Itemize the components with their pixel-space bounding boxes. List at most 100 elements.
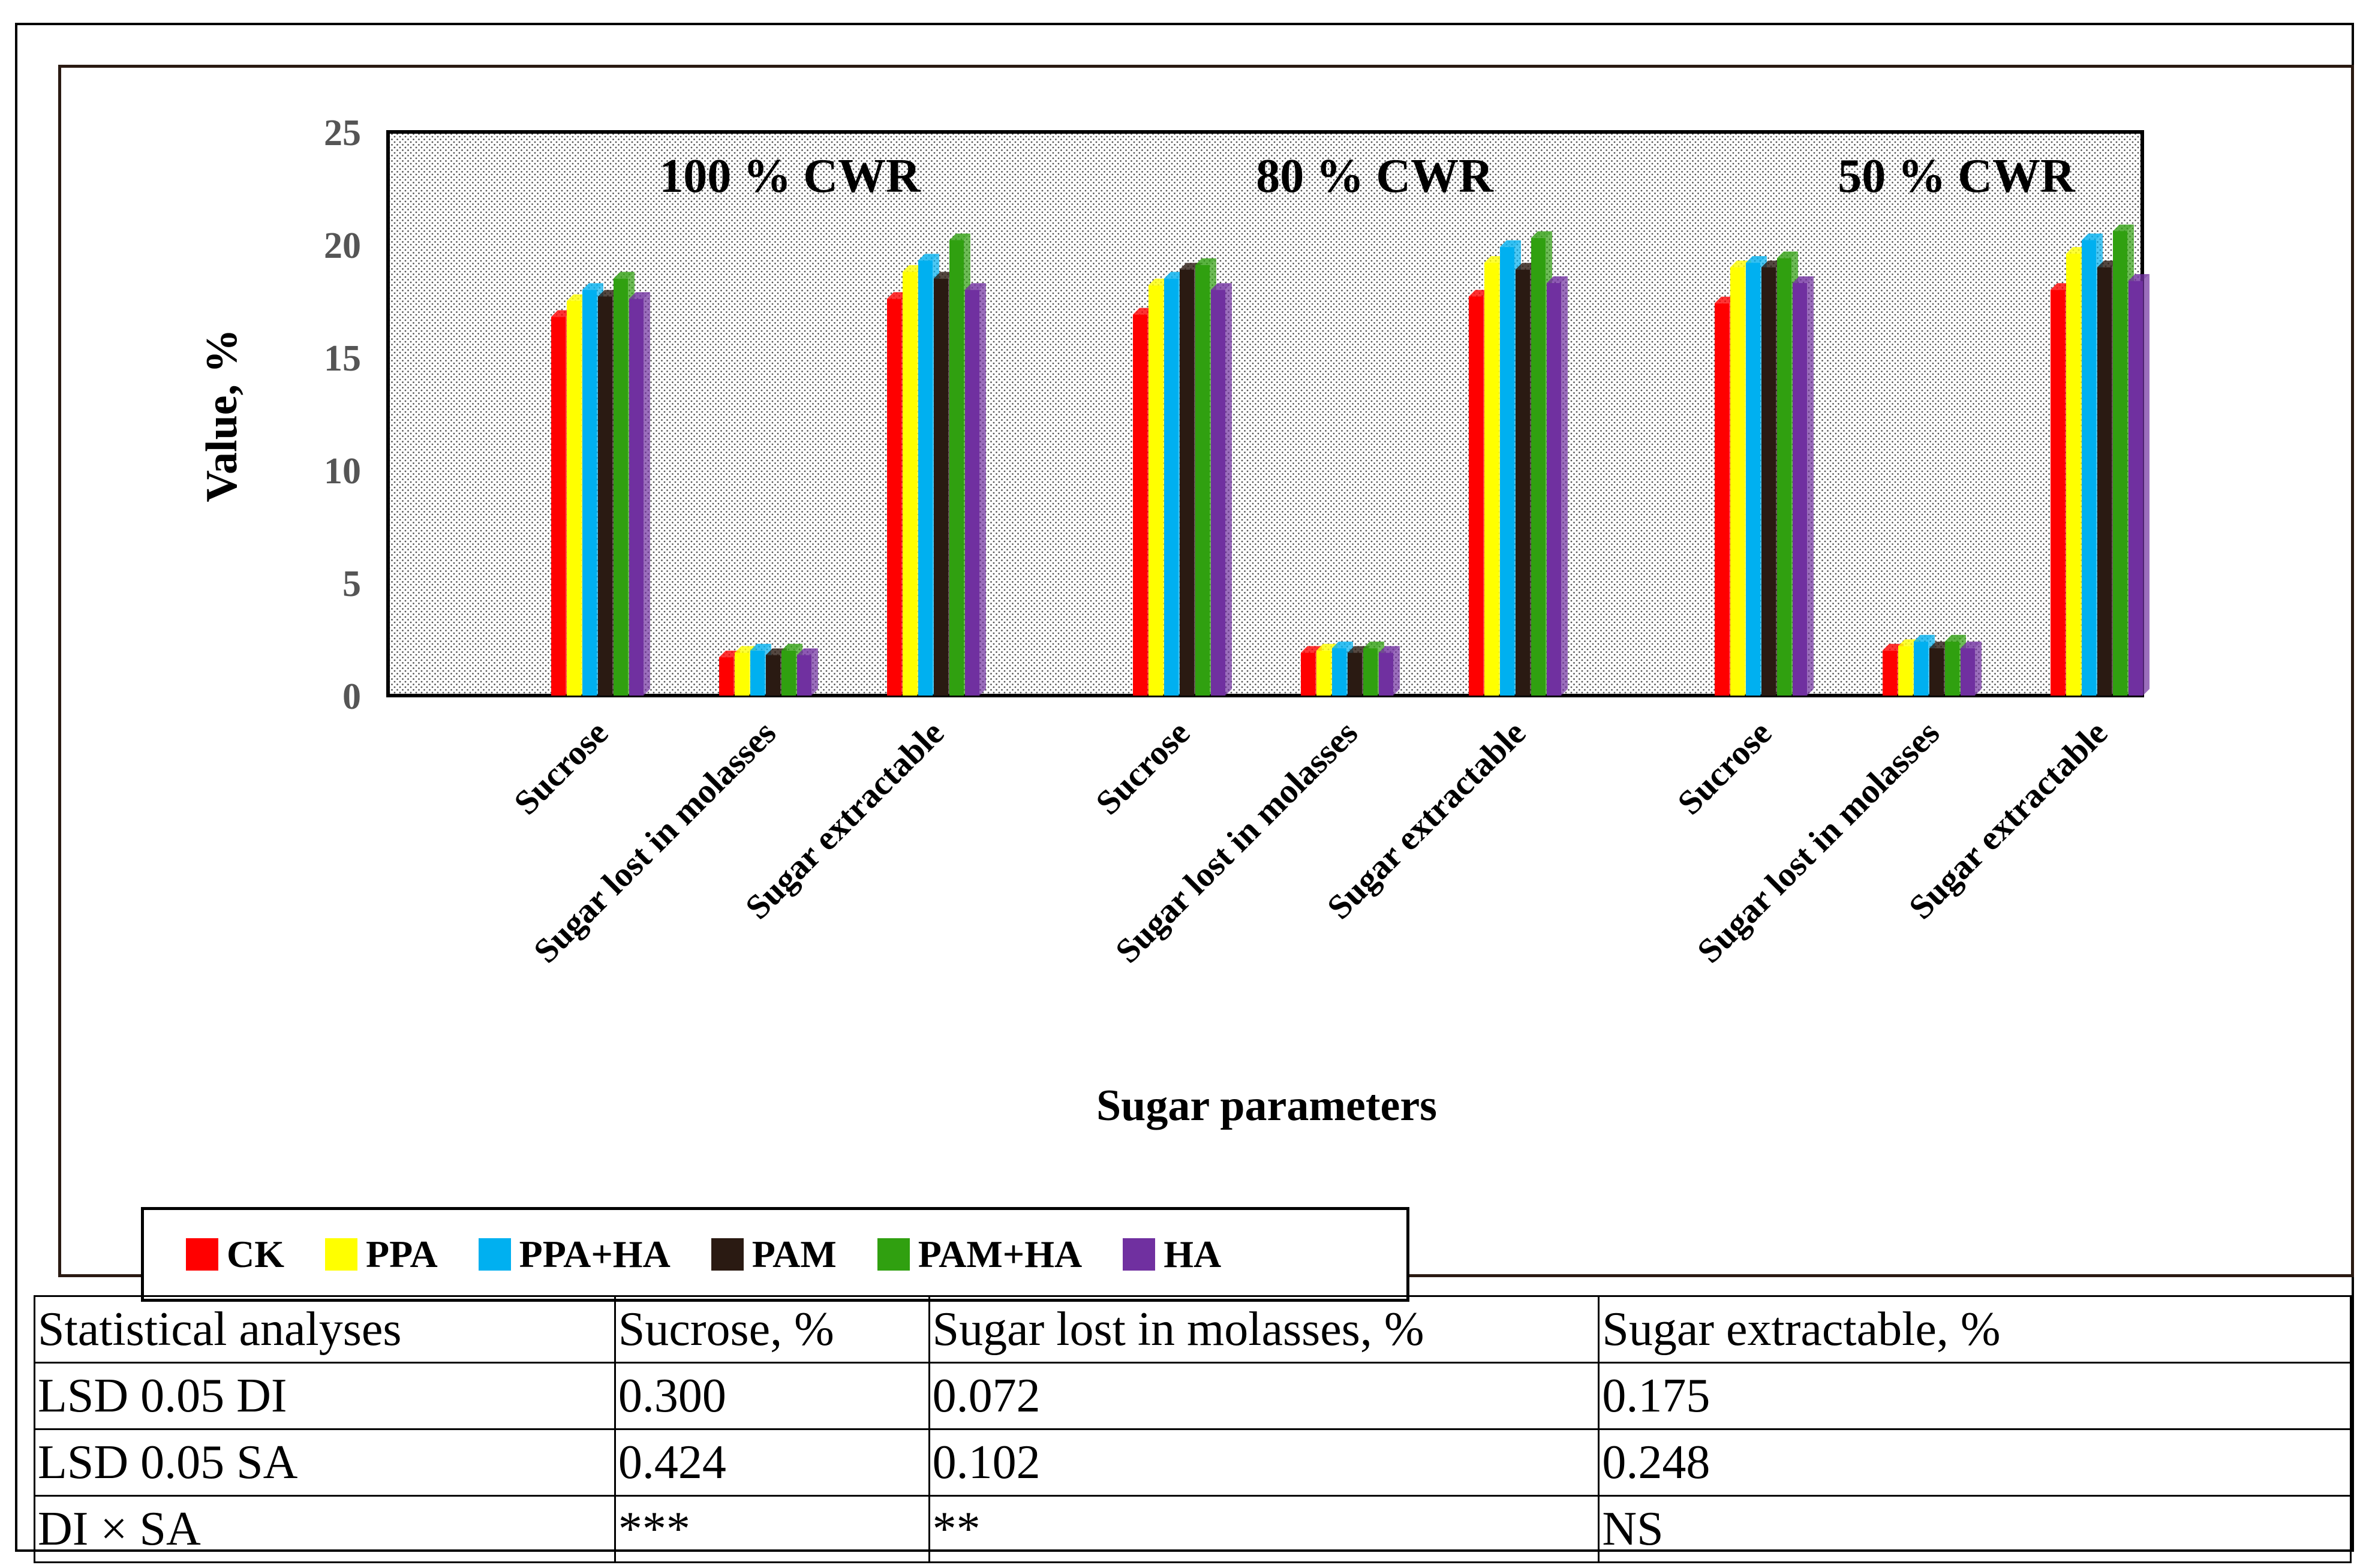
bar-top	[1914, 634, 1935, 642]
bar	[1898, 646, 1913, 696]
legend-label: PPA+HA	[519, 1233, 671, 1275]
bar	[1379, 652, 1393, 696]
bar	[1195, 264, 1210, 696]
bar	[551, 317, 566, 696]
bar	[1883, 650, 1897, 696]
bar	[949, 240, 964, 696]
bar-top	[629, 292, 650, 299]
bar	[614, 278, 628, 696]
bar-top	[949, 233, 970, 240]
header-cell: Sugar lost in molasses, %	[928, 1295, 1600, 1364]
table-cell: 0.248	[1598, 1428, 2352, 1497]
bar	[629, 299, 644, 696]
y-tick-label: 25	[324, 113, 361, 154]
bar	[1316, 650, 1331, 696]
legend-item: PAM+HA	[877, 1235, 1082, 1274]
x-axis-label: Sugar parameters	[1096, 1081, 1437, 1130]
bar-top	[965, 283, 986, 290]
bar	[903, 272, 917, 696]
bar	[2129, 281, 2143, 696]
bar-top	[1195, 258, 1216, 265]
bar	[766, 655, 780, 696]
legend-label: PAM	[751, 1233, 837, 1275]
bar	[1961, 648, 1975, 696]
header-cell: Sugar extractable, %	[1598, 1295, 2352, 1364]
plot-area	[386, 130, 2144, 697]
bar	[934, 278, 948, 696]
bar	[1149, 285, 1163, 696]
bar-side	[1807, 276, 1814, 696]
bar-side	[1393, 646, 1400, 696]
bar	[582, 290, 597, 696]
y-tick-label: 5	[342, 564, 361, 604]
bar-side	[811, 648, 818, 696]
legend-swatch	[877, 1238, 910, 1271]
bar	[735, 652, 749, 696]
bar	[1746, 263, 1760, 696]
header-cell: Sucrose, %	[614, 1295, 930, 1364]
bar-top	[1746, 256, 1767, 263]
bar-top	[750, 643, 771, 651]
bar	[1516, 269, 1530, 696]
bar	[1945, 641, 1959, 696]
table-row: DI × SA *** ** NS	[34, 1495, 2352, 1563]
bar	[1469, 296, 1483, 696]
bar	[1777, 258, 1791, 696]
legend-item: HA	[1123, 1235, 1221, 1274]
group-label: 50 % CWR	[1838, 150, 2076, 203]
bar	[1914, 641, 1928, 696]
table-cell: 0.424	[614, 1428, 930, 1497]
bar-top	[1945, 634, 1966, 642]
legend: CK PPA PPA+HA PAM PAM+HA HA	[141, 1207, 1409, 1302]
bar-side	[1975, 642, 1982, 696]
bar	[1332, 648, 1346, 696]
bar-top	[1547, 276, 1568, 283]
bar	[781, 650, 796, 696]
bar-top	[1961, 642, 1982, 649]
table-header-row: Statistical analyses Sucrose, % Sugar lo…	[34, 1295, 2352, 1364]
y-axis-label: Value, %	[197, 329, 246, 502]
legend-swatch	[325, 1238, 357, 1271]
y-tick-label: 10	[324, 451, 361, 492]
bar-side	[2143, 274, 2149, 696]
bar	[2113, 231, 2127, 696]
table-cell: 0.175	[1598, 1362, 2352, 1430]
category-tick-label: Sucrose	[1670, 713, 1779, 822]
table-cell: LSD 0.05 DI	[34, 1362, 616, 1430]
bar-top	[2129, 274, 2149, 281]
bar	[567, 301, 581, 696]
legend-swatch	[711, 1238, 744, 1271]
bar	[1211, 290, 1225, 696]
y-tick-label: 0	[342, 676, 361, 717]
bar-top	[918, 254, 939, 261]
bar	[1547, 282, 1561, 696]
bar-top	[582, 283, 603, 290]
group-label: 100 % CWR	[659, 150, 921, 203]
bar-chart: 0 5 10 15 20 25 Value, % Sugar parameters 100 % …	[197, 113, 2149, 1130]
bar	[1133, 314, 1147, 696]
bar-top	[1500, 240, 1521, 247]
bar	[1180, 269, 1194, 696]
bar-top	[1379, 646, 1400, 653]
bar	[2066, 254, 2081, 696]
bar	[797, 655, 811, 696]
bar	[1761, 267, 1776, 696]
bar-top	[2113, 224, 2134, 231]
bar	[1929, 648, 1944, 696]
legend-swatch	[478, 1238, 511, 1271]
table-cell: 0.072	[928, 1362, 1600, 1430]
bar	[1484, 263, 1499, 696]
table-cell: 0.300	[614, 1362, 930, 1430]
table-cell: **	[928, 1495, 1600, 1563]
legend-label: PAM+HA	[918, 1233, 1083, 1275]
bar-top	[1777, 251, 1798, 258]
bar-top	[2082, 233, 2103, 240]
legend-swatch	[1123, 1238, 1156, 1271]
bar	[965, 290, 979, 696]
bar	[1164, 278, 1179, 696]
bar	[887, 299, 901, 696]
legend-label: CK	[227, 1233, 284, 1275]
bar	[1531, 237, 1546, 696]
bar	[1500, 246, 1514, 696]
bar-side	[1561, 276, 1568, 696]
